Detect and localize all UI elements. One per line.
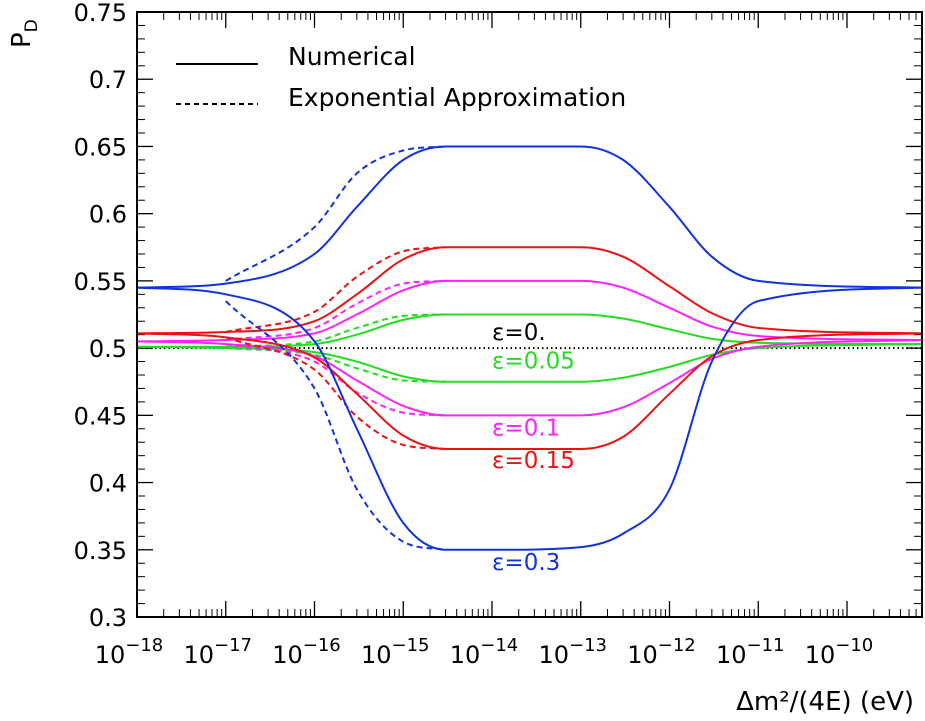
- y-tick-label: 0.4: [89, 470, 127, 498]
- series-eps-0.15-approx-lower: [225, 336, 446, 450]
- series-eps-0.3-numerical-upper: [136, 145, 923, 289]
- series-label: ε=0.3: [492, 550, 560, 576]
- series-eps-0.1-numerical-upper: [136, 279, 923, 343]
- x-tick-label: 10−14: [450, 635, 519, 669]
- series-eps-0.3-approx-lower: [225, 300, 446, 551]
- series-eps-0.1-approx-upper: [225, 279, 446, 342]
- x-tick-label: 10−15: [361, 635, 430, 669]
- x-tick-label: 10−12: [627, 635, 696, 669]
- y-tick-label: 0.35: [74, 537, 127, 565]
- tick-labels: 0.3 0.35 0.4 0.45 0.5 0.55 0.6 0.65 0.7 0.75 10−18…: [74, 0, 874, 669]
- series-eps-0.15-approx-upper: [225, 246, 446, 333]
- x-tick-label: 10−13: [538, 635, 607, 669]
- series-label: ε=0.15: [492, 448, 575, 474]
- y-tick-label: 0.5: [89, 335, 127, 363]
- series-eps-0.15-numerical-upper: [136, 246, 923, 335]
- x-tick-label: 10−16: [272, 635, 341, 669]
- axis-ticks: [136, 11, 923, 618]
- y-axis-title-sub: D: [22, 19, 42, 32]
- y-tick-label: 0.3: [89, 604, 127, 632]
- series-label: ε=0.1: [492, 416, 560, 442]
- series-eps-0.3-approx-upper: [225, 145, 446, 282]
- series-eps-0.05-numerical-upper: [137, 313, 923, 348]
- y-axis-title: PD: [7, 19, 42, 48]
- y-axis-title-main: P: [7, 32, 37, 48]
- series-group: [136, 145, 923, 551]
- x-tick-label: 10−18: [95, 635, 164, 669]
- x-tick-label: 10−10: [805, 635, 874, 669]
- legend: Numerical Exponential Approximation: [176, 42, 626, 112]
- y-tick-label: 0.55: [74, 268, 127, 296]
- series-label: ε=0.: [492, 320, 546, 346]
- plot-frame: [136, 11, 923, 618]
- series-label: ε=0.05: [492, 348, 575, 374]
- legend-label-numerical: Numerical: [288, 42, 416, 71]
- series-eps-0.15-numerical-lower: [136, 332, 923, 450]
- y-tick-label: 0.7: [89, 66, 127, 94]
- x-axis-title: Δm²/(4E) (eV): [736, 687, 914, 717]
- x-tick-label: 10−11: [716, 635, 785, 669]
- y-tick-label: 0.65: [74, 133, 127, 161]
- x-tick-label: 10−17: [183, 635, 252, 669]
- series-labels: ε=0.ε=0.05 ε=0.1 ε=0.15 ε=0.3: [492, 320, 575, 576]
- series-eps-0.3-numerical-lower: [136, 286, 923, 551]
- series-eps-0.05-approx-lower: [225, 347, 446, 383]
- legend-label-approximation: Exponential Approximation: [288, 83, 626, 112]
- y-tick-label: 0.75: [74, 0, 127, 27]
- y-tick-label: 0.6: [89, 201, 127, 229]
- series-eps-0.05-numerical-lower: [136, 343, 923, 383]
- y-tick-label: 0.45: [74, 402, 127, 430]
